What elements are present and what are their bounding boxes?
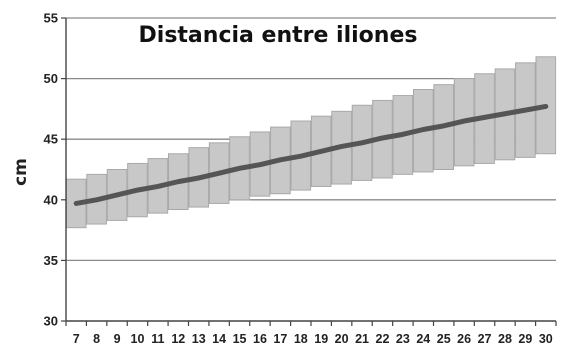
mean-line-layer — [73, 103, 549, 206]
y-axis-label: cm — [11, 158, 31, 186]
x-tick-label: 23 — [396, 332, 410, 346]
y-tick-label: 35 — [44, 253, 58, 268]
x-tick-label: 19 — [314, 332, 328, 346]
x-tick-label: 14 — [212, 332, 226, 346]
x-tick-label: 9 — [114, 332, 121, 346]
x-tick-label: 26 — [457, 332, 471, 346]
chart-title: Distancia entre iliones — [139, 23, 418, 48]
x-tick-label: 22 — [376, 332, 390, 346]
x-tick-label: 15 — [233, 332, 247, 346]
x-tick-label: 7 — [73, 332, 80, 346]
y-tick-label: 55 — [44, 11, 58, 26]
x-tick-label: 18 — [294, 332, 308, 346]
x-tick-label: 8 — [93, 332, 100, 346]
x-tick-label: 10 — [131, 332, 145, 346]
mean-line — [73, 103, 549, 206]
x-tick-label: 25 — [437, 332, 451, 346]
y-tick-label: 40 — [44, 192, 58, 207]
axes: 30 35 40 45 50 55 7 8 9 10 11 12 13 14 15 16 17 18 19 20 21 2… — [44, 11, 557, 346]
x-tick-label: 13 — [192, 332, 206, 346]
x-tick-label: 30 — [539, 332, 553, 346]
x-tick-label: 12 — [171, 332, 185, 346]
x-tick-label: 17 — [273, 332, 287, 346]
range-bars — [65, 56, 557, 229]
y-tick-label: 30 — [44, 314, 58, 329]
x-tick-label: 16 — [253, 332, 267, 346]
y-tick-label: 50 — [44, 71, 58, 86]
x-tick-label: 11 — [151, 332, 164, 346]
x-tick-label: 21 — [355, 332, 369, 346]
x-tick-label: 28 — [498, 332, 512, 346]
x-tick-label: 24 — [416, 332, 430, 346]
x-tick-label: 20 — [335, 332, 349, 346]
x-tick-label: 27 — [478, 332, 492, 346]
x-tick-label: 29 — [518, 332, 532, 346]
y-tick-label: 45 — [44, 132, 58, 147]
